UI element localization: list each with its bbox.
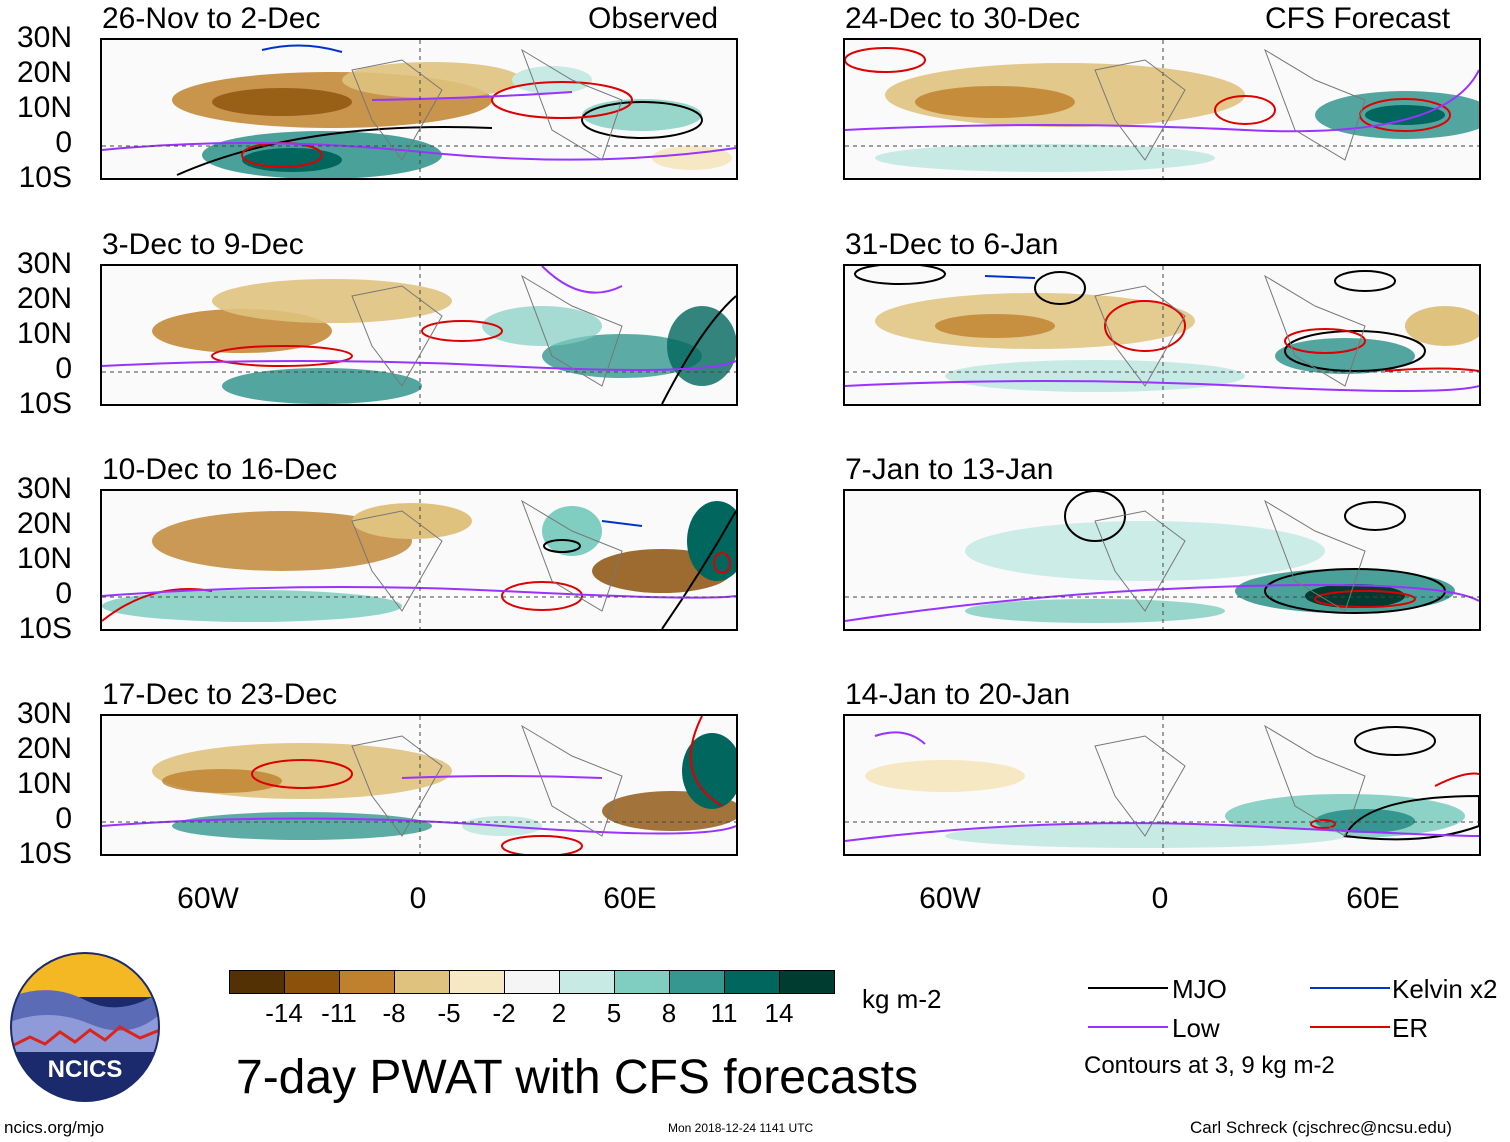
lat-label: 10N [16,317,72,350]
lat-label: 10S [18,612,72,645]
map-panel [100,714,738,856]
panel-title: 17-Dec to 23-Dec [102,678,338,711]
pwat-anomaly-map [102,491,736,629]
footer-url-link[interactable]: ncics.org/mjo [4,1118,105,1137]
map-panel [100,38,738,180]
lat-label: 0 [55,802,72,835]
colorbar-swatch [724,970,780,994]
observed-header: Observed [588,2,719,35]
lon-label-60w-right: 60W [919,882,981,915]
pwat-anomaly-map [102,40,736,178]
colorbar-tick-label: 5 [606,998,622,1028]
legend-er-label: ER [1392,1013,1429,1043]
colorbar-tick-label: 14 [764,998,794,1028]
lat-label: 10N [16,542,72,575]
colorbar-swatch [504,970,560,994]
colorbar-tick-label: 11 [710,998,738,1028]
legend-note: Contours at 3, 9 kg m-2 [1084,1052,1335,1079]
pwat-anomaly-map [102,266,736,404]
lat-label: 20N [16,507,72,540]
colorbar-tick-label: -8 [382,998,406,1028]
lat-label: 0 [55,126,72,159]
lon-label-0-right: 0 [1151,882,1169,915]
colorbar-tick-label: -5 [437,998,461,1028]
panel-title: 26-Nov to 2-Dec [102,2,321,35]
colorbar-swatch [669,970,725,994]
map-panel [100,264,738,406]
lat-label: 0 [55,352,72,385]
legend-mjo-swatch [1088,987,1168,989]
lon-label-60e-right: 60E [1346,882,1400,915]
legend-kelvin-label: Kelvin x2 [1392,974,1498,1004]
figure-title: 7-day PWAT with CFS forecasts [236,1051,918,1104]
map-panel [843,38,1481,180]
panel-title: 10-Dec to 16-Dec [102,453,338,486]
lat-label: 10N [16,91,72,124]
logo-text: NCICS [48,1056,123,1083]
map-panel [843,264,1481,406]
lat-label: 20N [16,56,72,89]
colorbar-swatch [779,970,835,994]
colorbar-swatch [614,970,670,994]
map-panel [843,714,1481,856]
lat-label: 30N [16,472,72,505]
lat-label: 10S [18,161,72,194]
lat-label: 30N [16,247,72,280]
legend-low-label: Low [1172,1013,1220,1043]
colorbar-tick-label: -2 [492,998,516,1028]
map-panel [100,489,738,631]
lat-label: 10S [18,387,72,420]
pwat-anomaly-map [845,266,1479,404]
legend-mjo-label: MJO [1172,974,1227,1004]
lon-label-60w-left: 60W [177,882,239,915]
colorbar-tick-label: 8 [661,998,677,1028]
panel-title: 14-Jan to 20-Jan [845,678,1071,711]
legend-kelvin-swatch [1310,987,1390,989]
ncics-logo: NCICS [10,952,160,1102]
panel-title: 24-Dec to 30-Dec [845,2,1081,35]
colorbar-swatch [559,970,615,994]
colorbar-tick-label: -11 [321,998,357,1028]
lon-label-60e-left: 60E [603,882,657,915]
footer-author: Carl Schreck (cjschrec@ncsu.edu) [1190,1118,1452,1137]
colorbar-tick-label: -14 [265,998,303,1028]
pwat-anomaly-map [845,40,1479,178]
footer-timestamp: Mon 2018-12-24 1141 UTC [668,1121,814,1135]
colorbar-tick-label: 2 [551,998,567,1028]
legend-er-swatch [1310,1026,1390,1028]
legend-low-swatch [1088,1026,1168,1028]
lat-label: 0 [55,577,72,610]
colorbar-swatch [394,970,450,994]
colorbar-unit: kg m-2 [862,984,942,1014]
lat-label: 20N [16,732,72,765]
pwat-anomaly-map [102,716,736,854]
pwat-anomaly-map [845,716,1479,854]
cfs-forecast-header: CFS Forecast [1265,2,1451,35]
lat-label: 10N [16,767,72,800]
colorbar-swatch [449,970,505,994]
colorbar-swatch [229,970,285,994]
lat-label: 20N [16,282,72,315]
colorbar-swatch [284,970,340,994]
pwat-anomaly-map [845,491,1479,629]
lat-label: 30N [16,697,72,730]
map-panel [843,489,1481,631]
colorbar-swatch [339,970,395,994]
panel-title: 31-Dec to 6-Jan [845,228,1059,261]
lon-label-0-left: 0 [409,882,427,915]
panel-title: 7-Jan to 13-Jan [845,453,1054,486]
panel-title: 3-Dec to 9-Dec [102,228,304,261]
lat-label: 30N [16,21,72,54]
lat-label: 10S [18,837,72,870]
